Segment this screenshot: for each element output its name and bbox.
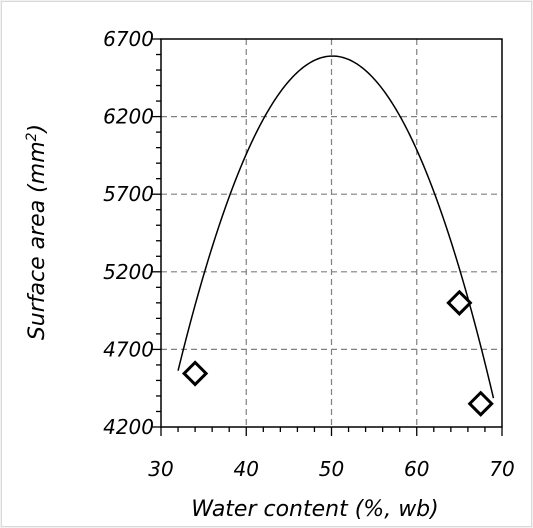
plot-frame <box>160 38 503 428</box>
y-tick-label: 6200 <box>103 105 154 129</box>
y-axis-title-main: Surface area (mm <box>25 141 50 340</box>
y-tick-label: 5200 <box>103 260 154 284</box>
fit-curve-line <box>177 55 495 399</box>
y-tick-label: 4700 <box>103 337 154 361</box>
minor-ticks <box>152 38 503 436</box>
y-tick-label: 5700 <box>103 182 154 206</box>
x-axis-title: Water content (%, wb) <box>191 497 438 522</box>
grid <box>161 39 502 427</box>
x-tick-labels: 30 40 50 60 70 <box>148 457 514 481</box>
data-point-diamond <box>181 360 209 387</box>
x-tick-label: 40 <box>234 457 259 481</box>
x-tick-label: 60 <box>404 457 429 481</box>
y-tick-labels: 4200 4700 5200 5700 6200 6700 <box>103 27 154 439</box>
x-tick-label: 50 <box>319 457 344 481</box>
x-tick-label: 70 <box>489 457 514 481</box>
y-axis-title: Surface area (mm2) <box>24 124 50 340</box>
y-tick-label: 4200 <box>103 415 154 439</box>
y-axis-title-close: ) <box>25 124 50 135</box>
y-tick-label: 6700 <box>103 27 154 51</box>
data-point-diamond <box>446 289 473 316</box>
y-axis-title-superscript: 2 <box>24 132 40 141</box>
x-tick-label: 30 <box>148 457 173 481</box>
data-points <box>181 289 494 417</box>
data-point-diamond <box>467 390 494 417</box>
